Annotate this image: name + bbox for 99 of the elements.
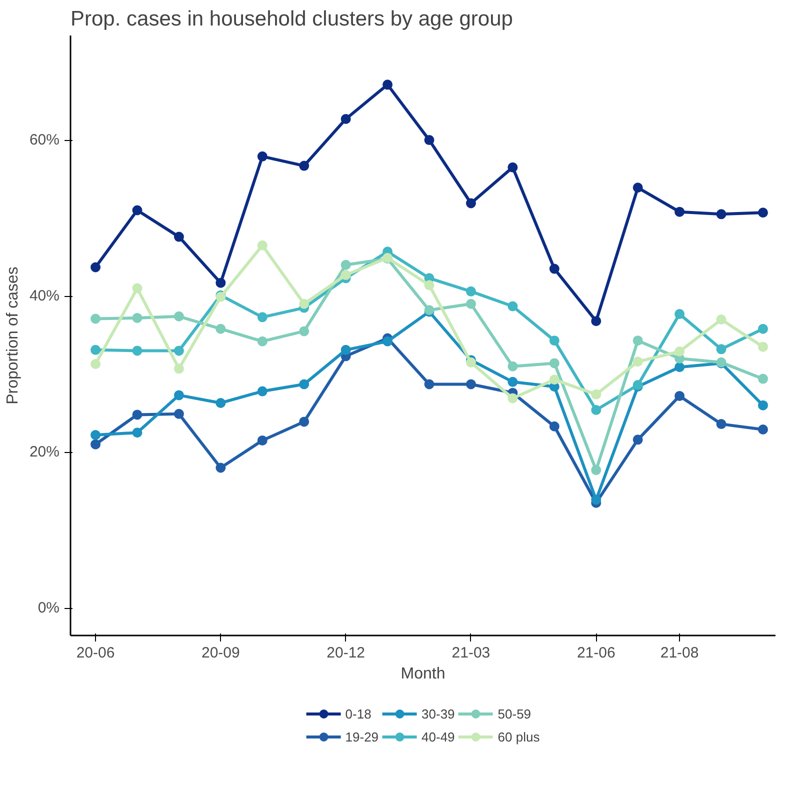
x-tick-label: 21-06 xyxy=(576,644,616,662)
point xyxy=(716,419,726,430)
point xyxy=(424,379,434,390)
point xyxy=(340,270,351,280)
x-tick-label: 20-09 xyxy=(201,644,240,662)
point xyxy=(466,298,476,309)
point xyxy=(340,344,351,355)
point xyxy=(90,430,101,440)
point xyxy=(90,344,101,355)
point xyxy=(674,206,685,217)
point xyxy=(758,400,768,410)
point xyxy=(382,80,393,90)
point xyxy=(132,428,142,438)
point xyxy=(758,424,768,435)
point xyxy=(216,278,226,288)
point xyxy=(132,410,142,420)
point xyxy=(716,344,726,354)
point xyxy=(632,182,643,193)
point xyxy=(549,264,560,274)
point xyxy=(591,316,602,326)
point xyxy=(591,494,602,505)
point xyxy=(508,361,518,372)
point xyxy=(257,386,268,396)
point xyxy=(132,283,142,294)
point xyxy=(299,160,310,171)
y-tick-label: 20% xyxy=(29,444,60,461)
x-tick-label: 20-06 xyxy=(76,644,115,662)
point xyxy=(340,260,351,270)
point xyxy=(549,374,560,385)
legend-label: 60 plus xyxy=(498,729,540,744)
point xyxy=(508,162,518,172)
point xyxy=(632,336,643,346)
point xyxy=(90,439,101,450)
point xyxy=(549,358,560,368)
point xyxy=(632,356,643,367)
point xyxy=(674,390,685,401)
point xyxy=(591,405,602,416)
point xyxy=(174,408,184,419)
point xyxy=(549,421,560,432)
point xyxy=(758,342,768,352)
x-axis-title: Month xyxy=(400,666,446,682)
point xyxy=(90,358,101,369)
point xyxy=(632,434,643,445)
point xyxy=(508,393,518,404)
x-tick-label: 21-03 xyxy=(452,644,490,662)
x-tick-label: 20-12 xyxy=(326,644,366,662)
point xyxy=(716,314,726,324)
point xyxy=(508,301,518,312)
legend-label: 19-29 xyxy=(345,729,379,744)
point xyxy=(591,389,602,400)
point xyxy=(299,379,310,390)
chart-title: Prop. cases in household clusters by age group xyxy=(70,8,513,30)
point xyxy=(758,374,768,384)
point xyxy=(257,336,268,346)
point xyxy=(257,151,268,162)
point xyxy=(758,324,768,334)
point xyxy=(174,364,184,374)
point xyxy=(174,346,184,356)
point xyxy=(90,314,101,324)
point xyxy=(174,232,184,242)
point xyxy=(216,324,226,334)
point xyxy=(90,262,101,272)
point xyxy=(424,135,434,146)
point xyxy=(716,209,726,220)
point xyxy=(758,208,768,218)
point xyxy=(257,312,268,322)
point xyxy=(424,280,434,290)
point xyxy=(132,205,142,216)
point xyxy=(299,298,310,309)
point xyxy=(591,465,602,476)
point xyxy=(382,336,393,346)
point xyxy=(174,390,184,400)
legend-label: 40-49 xyxy=(422,729,455,744)
legend-label: 0-18 xyxy=(345,706,372,721)
point xyxy=(674,309,685,320)
point xyxy=(174,311,184,322)
point xyxy=(508,376,518,387)
legend-label: 30-39 xyxy=(422,706,455,721)
point xyxy=(257,240,268,250)
point xyxy=(549,336,560,346)
x-tick-label: 21-08 xyxy=(660,644,699,662)
y-tick-label: 60% xyxy=(29,132,60,149)
point xyxy=(466,198,476,208)
y-axis-title: Proportion of cases xyxy=(4,266,22,404)
legend-label: 50-59 xyxy=(498,706,532,721)
y-tick-label: 0% xyxy=(38,600,60,617)
point xyxy=(132,346,142,356)
point xyxy=(674,362,685,372)
point xyxy=(216,398,226,408)
point xyxy=(466,286,476,296)
point xyxy=(674,346,685,356)
y-tick-label: 40% xyxy=(29,288,60,305)
point xyxy=(466,379,476,390)
point xyxy=(132,312,142,323)
point xyxy=(216,462,226,473)
point xyxy=(340,114,351,124)
point xyxy=(299,326,310,336)
point xyxy=(299,416,310,427)
point xyxy=(257,435,268,446)
